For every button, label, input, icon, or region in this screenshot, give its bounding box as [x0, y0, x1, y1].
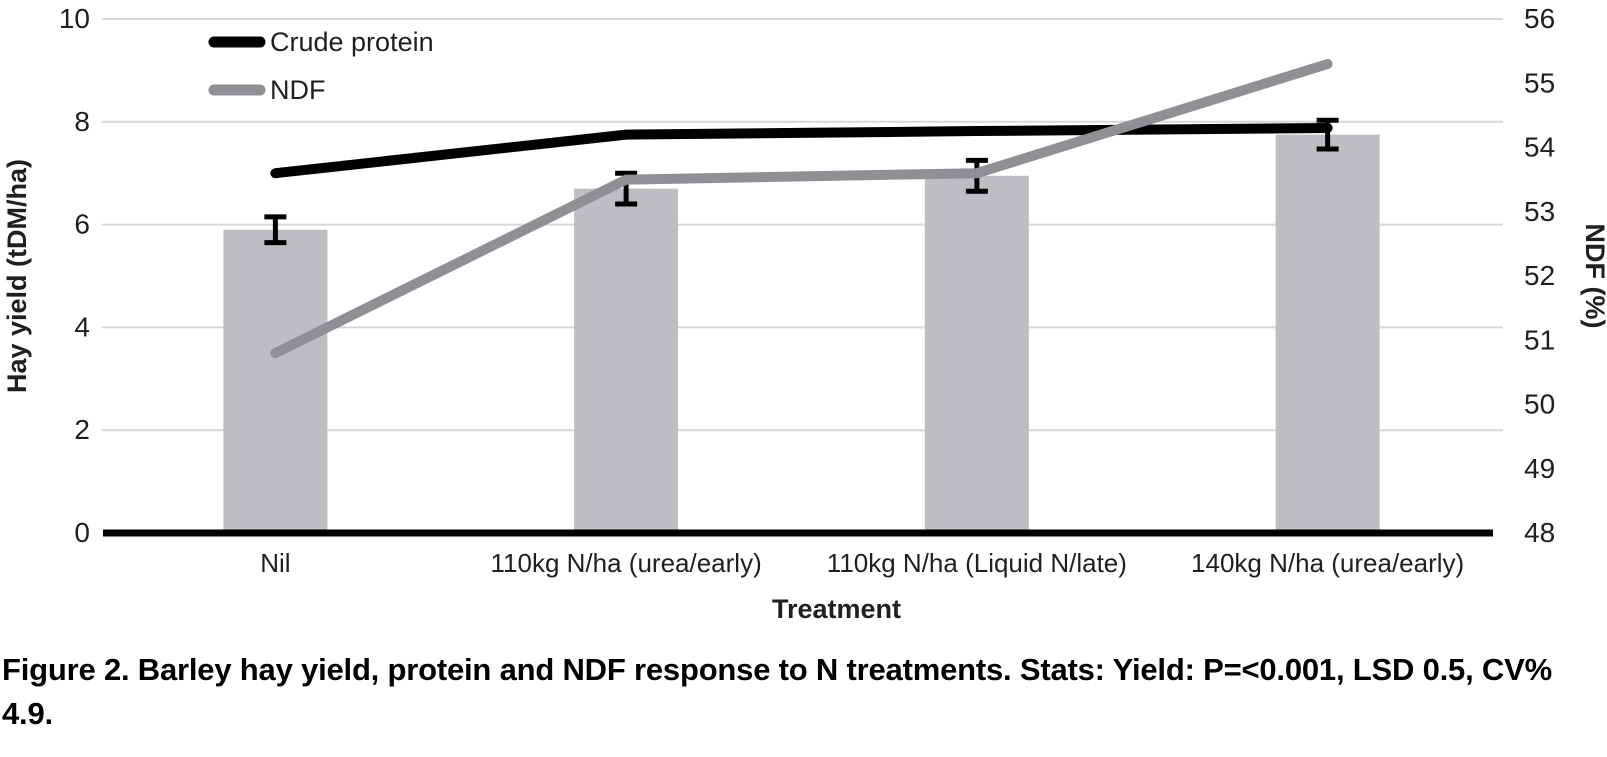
figure-caption: Figure 2. Barley hay yield, protein and …	[2, 652, 1552, 732]
left-axis-tick-label: 8	[74, 106, 90, 137]
category-label: 110kg N/ha (urea/early)	[491, 548, 762, 578]
left-axis-tick-label: 2	[74, 414, 90, 445]
hay-yield-bar	[1275, 134, 1380, 533]
right-axis-tick-label: 50	[1524, 389, 1555, 420]
legend-label: NDF	[270, 75, 326, 105]
left-axis-tick-label: 4	[74, 311, 90, 342]
right-axis-tick-label: 51	[1524, 324, 1555, 355]
legend-label: Crude protein	[270, 27, 434, 57]
hay-yield-bar	[924, 175, 1029, 533]
left-axis-tick-label: 10	[59, 3, 90, 34]
right-axis-tick-label: 54	[1524, 132, 1555, 163]
category-label: 140kg N/ha (urea/early)	[1191, 548, 1464, 578]
right-axis-title: NDF (%)	[1580, 224, 1607, 329]
category-label: Nil	[260, 548, 290, 578]
right-axis-tick-label: 48	[1524, 517, 1555, 548]
right-axis-tick-label: 56	[1524, 3, 1555, 34]
category-label: 110kg N/ha (Liquid N/late)	[827, 548, 1127, 578]
hay-yield-bar	[574, 188, 679, 533]
right-axis-tick-label: 55	[1524, 67, 1555, 98]
right-axis-tick-label: 52	[1524, 260, 1555, 291]
left-axis-title: Hay yield (tDM/ha)	[2, 159, 32, 393]
right-axis-tick-label: 53	[1524, 196, 1555, 227]
crude-protein-line	[270, 122, 1333, 179]
ndf-line	[270, 58, 1333, 359]
left-axis-tick-label: 6	[74, 209, 90, 240]
hay-yield-bar	[223, 229, 328, 534]
x-axis-title: Treatment	[772, 594, 901, 624]
hay-yield-ndf-chart: 0 2 4 6 8 10 48 49 50 51 52 53 54 55 56 Nil 110kg N/ha (…	[2, 3, 1607, 624]
left-axis-tick-label: 0	[74, 517, 90, 548]
right-axis-tick-label: 49	[1524, 453, 1555, 484]
